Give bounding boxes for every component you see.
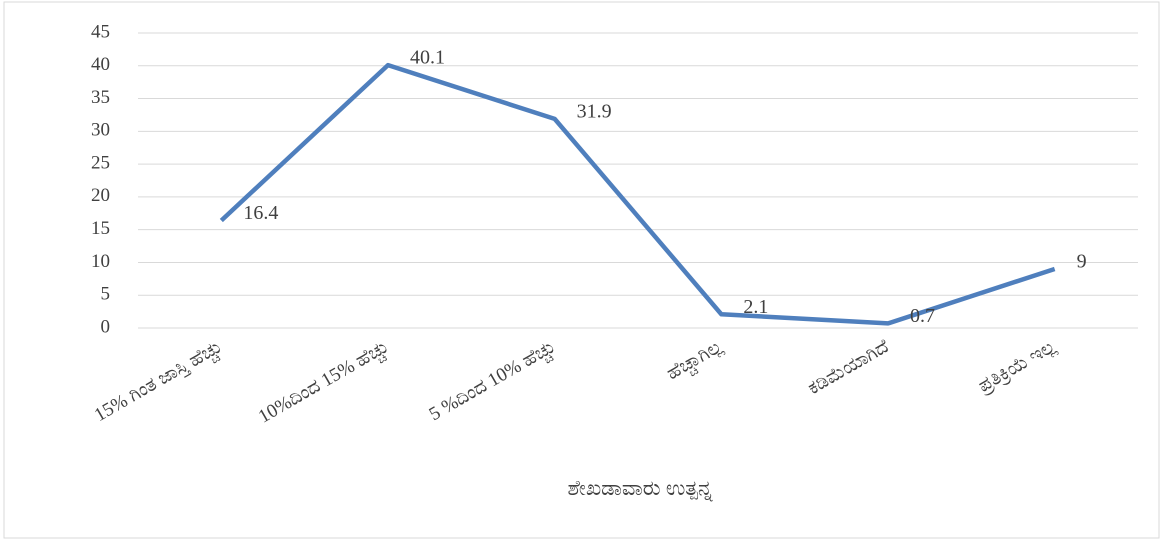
data-label: 9 xyxy=(1077,251,1087,273)
y-tick-label: 15 xyxy=(91,218,110,239)
y-tick-label: 20 xyxy=(91,185,110,206)
y-tick-label: 30 xyxy=(91,120,110,141)
y-tick-label: 25 xyxy=(91,152,110,173)
line xyxy=(219,62,1056,326)
data-label: 2.1 xyxy=(743,296,768,318)
y-tick-label: 35 xyxy=(91,87,110,108)
y-tick-label: 10 xyxy=(91,251,110,272)
data-label: 31.9 xyxy=(577,100,612,122)
chart-border xyxy=(3,1,1160,539)
x-axis-title: ಶೇಖಡಾವಾರು ಉತ್ಪನ್ನ xyxy=(567,476,712,501)
y-tick-label: 40 xyxy=(91,54,110,75)
data-label: 0.7 xyxy=(910,305,935,327)
y-tick-label: 5 xyxy=(101,284,111,305)
data-label: 40.1 xyxy=(410,47,445,69)
y-tick-label: 45 xyxy=(91,21,110,42)
y-tick-label: 0 xyxy=(101,316,111,337)
data-label: 16.4 xyxy=(243,202,278,224)
